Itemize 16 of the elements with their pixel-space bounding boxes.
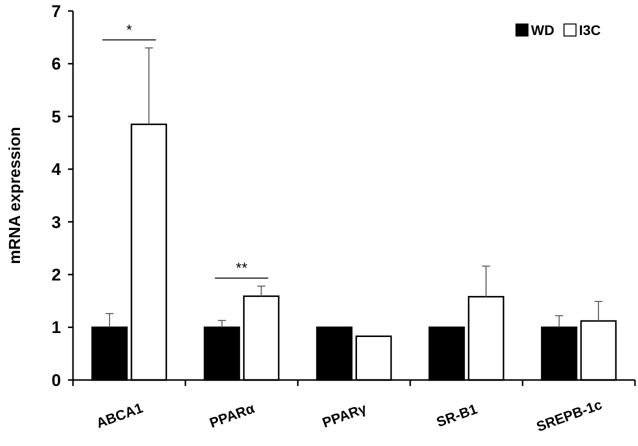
y-tick-label: 1	[52, 318, 61, 338]
y-axis-title: mRNA expression	[7, 126, 24, 264]
annotation: *	[126, 22, 132, 39]
y-tick-label: 5	[52, 107, 61, 126]
y-tick-label: 2	[52, 266, 61, 285]
annotation: **	[236, 260, 248, 278]
x-tick-label: PPARα	[207, 400, 257, 431]
y-tick-label: 6	[52, 54, 61, 74]
y-tick-label: 3	[52, 212, 61, 232]
y-tick-label: 0	[52, 370, 61, 390]
legend-label: WD	[531, 22, 554, 38]
x-tick-label: SR-B1	[434, 400, 480, 430]
y-tick-label: 4	[52, 160, 62, 180]
y-tick-label: 7	[52, 2, 61, 21]
x-tick-label: PPARγ	[320, 400, 369, 431]
legend-label: I3C	[579, 22, 601, 38]
